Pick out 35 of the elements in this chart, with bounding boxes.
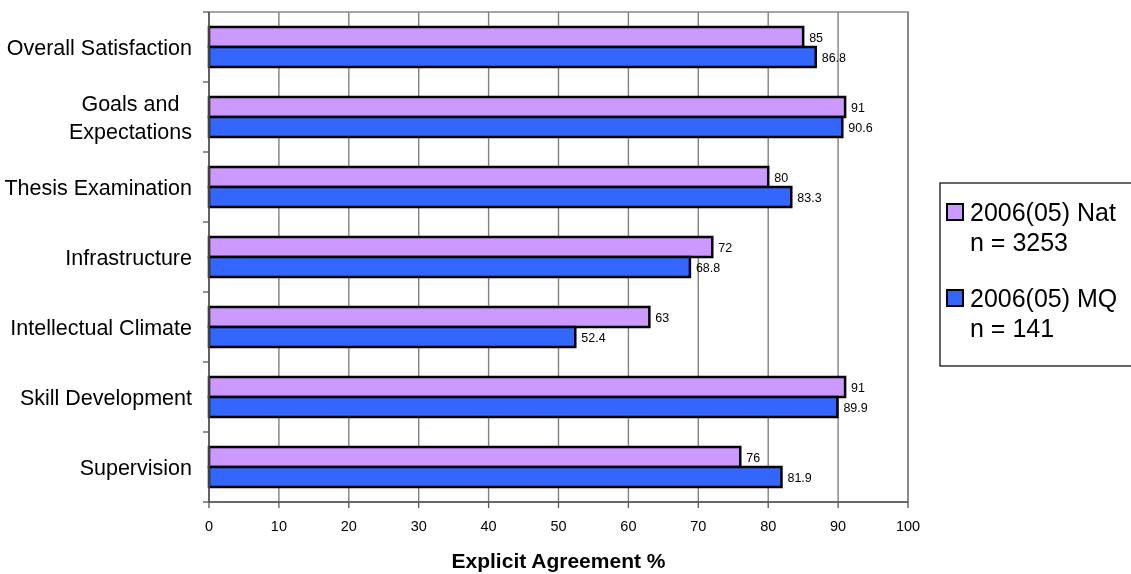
data-label: 85 xyxy=(809,30,824,45)
y-tick-label: Supervision xyxy=(79,455,192,480)
y-tick-label: Intellectual Climate xyxy=(10,315,192,340)
x-tick-label: 60 xyxy=(620,518,637,534)
x-axis-title: Explicit Agreement % xyxy=(451,549,666,572)
data-label: 91 xyxy=(851,380,866,395)
y-tick-label: Skill Development xyxy=(19,385,193,410)
x-tick-label: 40 xyxy=(480,518,497,534)
x-tick-label: 80 xyxy=(760,518,777,534)
data-label: 68.8 xyxy=(695,260,721,275)
legend-label: 2006(05) MQ n = 141 xyxy=(970,284,1118,342)
x-tick-label: 70 xyxy=(690,518,707,534)
data-label: 80 xyxy=(774,170,789,185)
data-label: 83.3 xyxy=(797,190,822,205)
x-tick-label: 20 xyxy=(340,518,357,534)
data-label: 91 xyxy=(851,100,866,115)
data-label: 86.8 xyxy=(821,50,847,65)
x-tick-label: 50 xyxy=(550,518,567,534)
x-tick-label: 90 xyxy=(830,518,847,534)
legend-label: 2006(05) Nat n = 3253 xyxy=(970,198,1116,256)
x-tick-label: 30 xyxy=(410,518,427,534)
data-label: 63 xyxy=(655,310,670,325)
x-tick-label: 100 xyxy=(895,518,921,534)
x-tick-label: 0 xyxy=(204,518,214,534)
data-label: 72 xyxy=(718,240,733,255)
data-label: 52.4 xyxy=(581,330,606,345)
y-tick-label: Goals and Expectations xyxy=(68,91,192,144)
data-label: 89.9 xyxy=(843,400,868,415)
x-tick-label: 10 xyxy=(270,518,287,534)
data-label: 81.9 xyxy=(787,470,812,485)
data-label: 90.6 xyxy=(848,120,873,135)
y-tick-label: Overall Satisfaction xyxy=(6,35,192,60)
data-label: 76 xyxy=(746,450,761,465)
y-tick-label: Infrastructure xyxy=(65,245,192,270)
y-tick-label: Thesis Examination xyxy=(4,175,192,200)
